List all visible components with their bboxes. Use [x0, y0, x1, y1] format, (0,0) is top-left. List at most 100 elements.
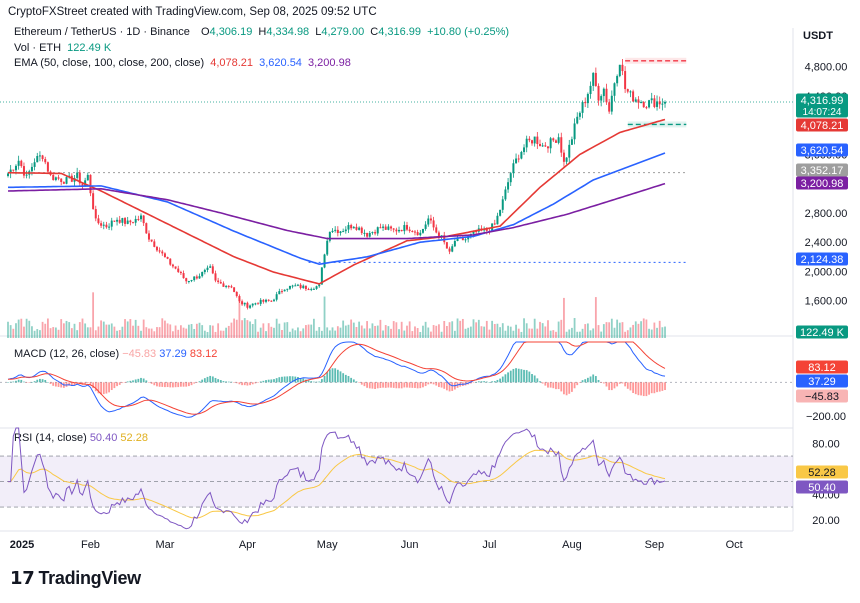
volume-bar: [305, 325, 307, 338]
volume-bar: [78, 322, 81, 338]
volume-bar: [302, 328, 305, 338]
macd-histogram-bar: [626, 382, 629, 389]
macd-histogram-bar: [89, 382, 92, 385]
candle-body: [262, 299, 265, 302]
candle-body: [238, 296, 241, 302]
macd-histogram-bar: [632, 382, 634, 393]
candle-body: [328, 232, 331, 241]
volume-bar: [459, 320, 462, 338]
volume-legend[interactable]: Vol · ETH 122.49 K: [14, 42, 114, 54]
macd-histogram-bar: [20, 379, 23, 383]
volume-bar: [169, 324, 172, 338]
candle-body: [65, 177, 68, 184]
candle-body: [584, 102, 587, 104]
volume-bar: [294, 330, 297, 338]
macd-histogram-bar: [430, 382, 432, 384]
macd-histogram-bar: [331, 368, 334, 383]
macd-histogram-bar: [102, 382, 105, 395]
volume-bar: [70, 328, 73, 338]
macd-histogram-bar: [60, 382, 63, 388]
macd-histogram-bar: [190, 382, 193, 386]
candle-body: [445, 242, 448, 249]
macd-histogram-bar: [374, 382, 376, 389]
candle-body: [560, 137, 563, 153]
volume-bar: [475, 322, 478, 338]
candle-body: [352, 226, 355, 229]
candle-body: [116, 219, 119, 222]
candle-body: [594, 72, 597, 86]
macd-histogram-bar: [289, 376, 291, 383]
candle-body: [273, 299, 275, 301]
macd-histogram-bar: [259, 381, 262, 383]
volume-bar: [584, 324, 587, 338]
symbol-legend[interactable]: Ethereum / TetherUS · 1D · Binance O4,30…: [14, 26, 512, 38]
volume-bar: [371, 323, 374, 338]
ema-legend[interactable]: EMA (50, close, 100, close, 200, close) …: [14, 57, 354, 69]
macd-histogram-bar: [68, 382, 71, 386]
macd-histogram-bar: [150, 382, 153, 384]
candle-body: [310, 288, 313, 290]
volume-bar: [310, 324, 313, 338]
macd-histogram-bar: [336, 369, 339, 383]
macd-histogram-bar: [180, 382, 182, 387]
macd-legend[interactable]: MACD (12, 26, close) −45.83 37.29 83.12: [14, 348, 217, 360]
volume-bar: [110, 323, 113, 338]
rsi-legend[interactable]: RSI (14, close) 50.40 52.28: [14, 432, 148, 444]
candle-body: [94, 209, 97, 219]
macd-histogram-bar: [398, 382, 400, 389]
macd-histogram-bar: [25, 382, 28, 383]
volume-value: 122.49 K: [67, 42, 112, 54]
volume-bar: [366, 321, 368, 338]
candle-body: [46, 162, 49, 172]
macd-histogram-bar: [153, 382, 156, 386]
candle-body: [92, 193, 95, 210]
candle-body: [472, 231, 475, 234]
candle-body: [512, 163, 515, 174]
volume-bar: [158, 327, 161, 338]
volume-bar: [523, 318, 525, 338]
volume-bar: [568, 329, 571, 338]
macd-histogram-bar: [499, 378, 501, 383]
volume-bar: [387, 326, 390, 338]
volume-bar: [172, 331, 174, 338]
volume-bar: [33, 330, 36, 338]
volume-bar: [251, 324, 254, 338]
volume-bar: [270, 326, 273, 338]
candle-body: [416, 232, 419, 236]
macd-histogram-bar: [416, 382, 419, 389]
macd-histogram-bar: [446, 382, 448, 391]
volume-bar: [384, 325, 387, 338]
candle-body: [419, 232, 422, 236]
volume-bar: [560, 319, 563, 338]
macd-histogram-bar: [126, 381, 129, 383]
macd-histogram-bar: [523, 369, 525, 383]
candle-body: [528, 138, 531, 141]
price-tick-label: 2,400.00: [805, 237, 848, 249]
candle-body: [76, 172, 79, 178]
macd-histogram-bar: [137, 378, 140, 383]
candle-body: [142, 215, 145, 224]
candle-body: [7, 173, 9, 176]
candle-body: [193, 276, 196, 281]
candle-body: [166, 256, 169, 259]
macd-histogram-bar: [273, 379, 275, 383]
chart-credit: CryptoFXStreet created with TradingView.…: [8, 6, 377, 18]
tradingview-logo-icon: 𝟭𝟳: [10, 568, 35, 588]
candle-body: [203, 269, 206, 273]
candle-body: [222, 283, 225, 287]
macd-histogram-bar: [579, 382, 581, 383]
candle-body: [456, 237, 459, 242]
macd-histogram-bar: [326, 372, 329, 383]
volume-bar: [313, 318, 315, 338]
volume-bar: [392, 321, 395, 338]
candle-body: [413, 231, 416, 233]
tradingview-logo[interactable]: 𝟭𝟳 TradingView: [10, 568, 141, 589]
macd-histogram-bar: [323, 375, 326, 383]
volume-bar: [233, 318, 235, 338]
candle-body: [62, 181, 65, 184]
candle-body: [429, 218, 432, 221]
candle-body: [145, 223, 148, 234]
volume-bar: [347, 324, 350, 338]
volume-bar: [618, 322, 621, 338]
